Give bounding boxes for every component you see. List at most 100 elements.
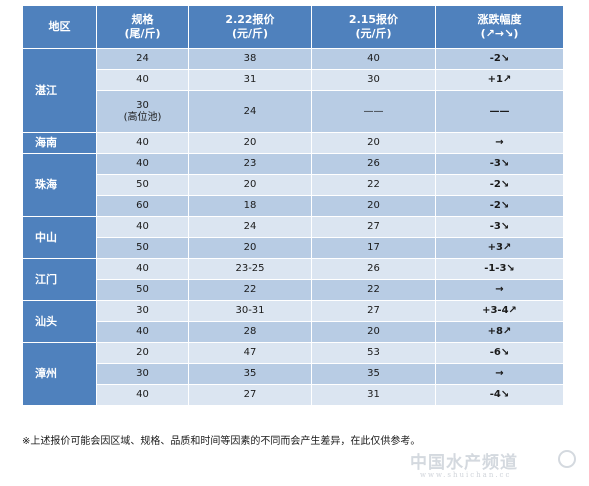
table-row: 30 (高位池) 24 —— —— [23, 90, 564, 133]
spec-value: 40 [136, 221, 149, 232]
spec-value: 50 [136, 179, 149, 190]
price-new-cell: 38 [188, 48, 312, 70]
spec-cell: 40 [96, 258, 189, 280]
price-new-cell: 24 [188, 216, 312, 238]
price-table: 地区 规格 (尾/斤) 2.22报价 (元/斤) 2.15报价 (元/斤) 涨跌幅度(… [22, 5, 564, 406]
table-row: 50 20 22 -2↘ [23, 174, 564, 196]
table-row: 江门 40 23-25 26 -1-3↘ [22, 258, 564, 301]
price-new-cell: 20 [188, 237, 312, 259]
change-cell: —— [435, 90, 564, 133]
table-row: 漳州 20 47 53 -6↘ [22, 342, 564, 406]
price-new-cell: 18 [188, 195, 312, 217]
spec-cell: 40 [96, 384, 189, 406]
disclaimer-note: ※上述报价可能会因区域、规格、品质和时间等因素的不同而会产生差异，在此仅供参考。 [22, 436, 421, 447]
table-body: 湛江 24 38 40 -2↘ 40 31 30 +1↗ 30 (高位池) 24 —— —— 海南 40 20 2… [22, 48, 564, 406]
header-change: 涨跌幅度 (↗→↘) [435, 5, 564, 49]
change-cell: +3↗ [435, 237, 564, 259]
price-new-cell: 47 [188, 342, 312, 364]
change-cell: -4↘ [435, 384, 564, 406]
price-old-cell: 27 [311, 216, 436, 238]
change-cell: → [435, 279, 564, 301]
header-region: 地区 [22, 5, 97, 49]
spec-cell: 20 [96, 342, 189, 364]
spec-cell: 50 [96, 279, 189, 301]
table-row: 湛江 24 38 40 -2↘ [22, 48, 564, 133]
spec-value: 40 [136, 326, 149, 337]
price-old-cell: 35 [311, 363, 436, 385]
table-header-row: 地区 规格 (尾/斤) 2.22报价 (元/斤) 2.15报价 (元/斤) 涨跌幅度(… [22, 5, 564, 49]
spec-cell: 30 [96, 300, 189, 322]
region-cell: 湛江 [22, 48, 97, 133]
spec-value: 40 [136, 74, 149, 85]
price-new-cell: 35 [188, 363, 312, 385]
spec-value: 30 [136, 368, 149, 379]
spec-cell: 30 (高位池) [96, 90, 189, 133]
table-row: 海南 40 20 20 → [22, 132, 564, 154]
price-old-cell: 20 [311, 132, 436, 154]
watermark-subtitle: www.shuichan.cc [420, 471, 512, 479]
change-cell: → [435, 132, 564, 154]
price-new-cell: 27 [188, 384, 312, 406]
spec-value: 40 [136, 389, 149, 400]
price-old-cell: 27 [311, 300, 436, 322]
change-cell: -1-3↘ [435, 258, 564, 280]
change-cell: -6↘ [435, 342, 564, 364]
spec-cell: 24 [96, 48, 189, 70]
table-row: 30 35 35 → [23, 363, 564, 385]
price-new-cell: 20 [188, 132, 312, 154]
spec-cell: 50 [96, 237, 189, 259]
change-cell: -2↘ [435, 48, 564, 70]
spec-value: 40 [136, 158, 149, 169]
table-row: 50 20 17 +3↗ [23, 237, 564, 259]
watermark-logo: 中国水产频道 www.shuichan.cc [410, 448, 578, 482]
change-cell: → [435, 363, 564, 385]
price-new-cell: 24 [188, 90, 312, 133]
spec-cell: 30 [96, 363, 189, 385]
spec-value: 20 [136, 347, 149, 358]
header-spec: 规格 (尾/斤) [96, 5, 189, 49]
change-cell: -2↘ [435, 174, 564, 196]
table-row: 40 27 31 -4↘ [23, 384, 564, 406]
price-old-cell: —— [311, 90, 436, 133]
watermark-title: 中国水产频道 [410, 453, 518, 473]
region-cell: 汕头 [22, 300, 97, 343]
price-old-cell: 20 [311, 195, 436, 217]
region-cell: 漳州 [22, 342, 97, 406]
spec-value: 30 [136, 305, 149, 316]
change-cell: +8↗ [435, 321, 564, 343]
price-new-cell: 22 [188, 279, 312, 301]
price-old-cell: 22 [311, 279, 436, 301]
spec-value: 30 [136, 99, 149, 111]
price-old-cell: 22 [311, 174, 436, 196]
price-new-cell: 30-31 [188, 300, 312, 322]
globe-icon [558, 450, 576, 468]
table-row: 50 22 22 → [23, 279, 564, 301]
price-old-cell: 26 [311, 258, 436, 280]
spec-cell: 60 [96, 195, 189, 217]
spec-cell: 40 [96, 153, 189, 175]
region-cell: 中山 [22, 216, 97, 259]
spec-value: 60 [136, 200, 149, 211]
change-cell: -3↘ [435, 153, 564, 175]
table-row: 40 28 20 +8↗ [23, 321, 564, 343]
spec-value: 24 [136, 53, 149, 64]
table-row: 珠海 40 23 26 -3↘ [22, 153, 564, 217]
price-old-cell: 20 [311, 321, 436, 343]
region-cell: 海南 [22, 132, 97, 154]
spec-cell: 50 [96, 174, 189, 196]
price-new-cell: 20 [188, 174, 312, 196]
price-old-cell: 40 [311, 48, 436, 70]
spec-value: 40 [136, 137, 149, 148]
price-old-cell: 53 [311, 342, 436, 364]
price-new-cell: 31 [188, 69, 312, 91]
price-new-cell: 28 [188, 321, 312, 343]
region-cell: 珠海 [22, 153, 97, 217]
table-row: 中山 40 24 27 -3↘ [22, 216, 564, 259]
price-old-cell: 26 [311, 153, 436, 175]
spec-cell: 40 [96, 69, 189, 91]
spec-cell: 40 [96, 321, 189, 343]
table-row: 60 18 20 -2↘ [23, 195, 564, 217]
spec-note: (高位池) [123, 111, 162, 123]
header-price-new: 2.22报价 (元/斤) [188, 5, 312, 49]
price-new-cell: 23-25 [188, 258, 312, 280]
